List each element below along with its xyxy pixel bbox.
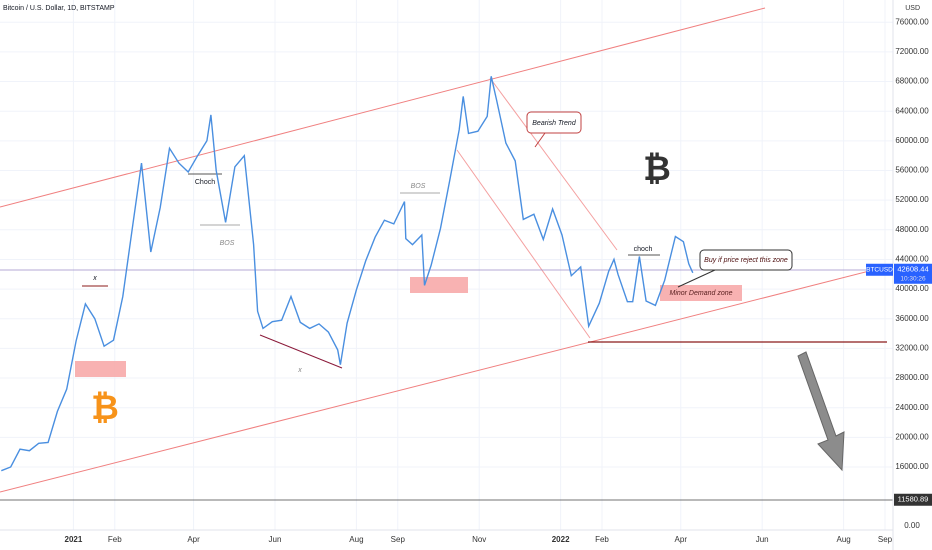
annotation: BOS <box>411 183 426 190</box>
annotation: x <box>92 275 97 282</box>
annotation: x <box>297 367 302 374</box>
countdown: 10:30:26 <box>900 275 926 282</box>
y-tick-label: 44000.00 <box>895 255 929 264</box>
demand-zone <box>410 277 468 293</box>
x-tick-label: Jun <box>756 535 769 544</box>
price-label: 42608.44 <box>897 265 928 274</box>
y-tick-label: 76000.00 <box>895 17 929 26</box>
y-tick-label: 28000.00 <box>895 373 929 382</box>
chart-title: Bitcoin / U.S. Dollar, 1D, BITSTAMP <box>3 5 115 12</box>
annotation: choch <box>634 246 653 253</box>
x-tick-label: Jun <box>269 535 282 544</box>
x-tick-label: 2021 <box>65 535 83 544</box>
trend-line <box>259 334 343 369</box>
y-tick-label: 52000.00 <box>895 195 929 204</box>
symbol-label: BTCUSD <box>866 266 893 273</box>
x-tick-label: Feb <box>595 535 609 544</box>
y-tick-label: 56000.00 <box>895 166 929 175</box>
y-tick-label: 48000.00 <box>895 225 929 234</box>
bitcoin-icon: ₿ <box>91 389 119 427</box>
currency: USD <box>905 5 920 12</box>
x-tick-label: Aug <box>836 535 850 544</box>
y-tick-label: 40000.00 <box>895 284 929 293</box>
annotation: Buy if price reject this zone <box>704 257 788 264</box>
y-tick-label: 64000.00 <box>895 106 929 115</box>
x-tick-label: 2022 <box>552 535 570 544</box>
callout-box <box>526 111 582 134</box>
x-tick-label: Nov <box>472 535 486 544</box>
annotation: Minor Demand zone <box>669 290 732 297</box>
axes: 16000.00 20000.00 24000.00 28000.00 32000.00… <box>65 17 932 544</box>
y-tick-label: 24000.00 <box>895 403 929 412</box>
annotation: Choch <box>195 179 215 186</box>
bearish-lower <box>456 149 591 339</box>
x-tick-label: Feb <box>108 535 122 544</box>
down-arrow <box>797 351 845 472</box>
y-tick-label: 60000.00 <box>895 136 929 145</box>
channel-upper <box>0 7 766 208</box>
y-tick-label: 0.00 <box>904 521 920 530</box>
demand-zone <box>660 285 742 301</box>
x-tick-label: Apr <box>675 535 688 544</box>
price-line <box>1 76 694 472</box>
x-tick-label: Sep <box>391 535 406 544</box>
bitcoin-icon: ₿ <box>643 150 671 188</box>
x-tick-label: Aug <box>349 535 363 544</box>
price-tag <box>894 263 932 284</box>
symbol-tag <box>866 263 893 276</box>
y-tick-label: 16000.00 <box>895 462 929 471</box>
y-tick-label: 20000.00 <box>895 432 929 441</box>
annotation: BOS <box>220 240 235 247</box>
y-tick-label: 72000.00 <box>895 47 929 56</box>
y-tick-label: 36000.00 <box>895 314 929 323</box>
x-tick-label: Sep <box>878 535 893 544</box>
annotation: Bearish Trend <box>532 120 577 127</box>
x-tick-label: Apr <box>187 535 200 544</box>
level-tag <box>894 493 932 506</box>
level-label: 11580.89 <box>898 495 929 504</box>
callout-line <box>677 269 716 288</box>
grid <box>0 0 893 530</box>
bearish-upper <box>489 77 618 251</box>
demand-zone <box>75 361 126 377</box>
price-series <box>1 76 694 472</box>
callout-box <box>699 249 793 271</box>
y-tick-label: 68000.00 <box>895 77 929 86</box>
callout-line <box>534 132 546 148</box>
channel-lower <box>0 264 894 493</box>
y-tick-label: 32000.00 <box>895 344 929 353</box>
